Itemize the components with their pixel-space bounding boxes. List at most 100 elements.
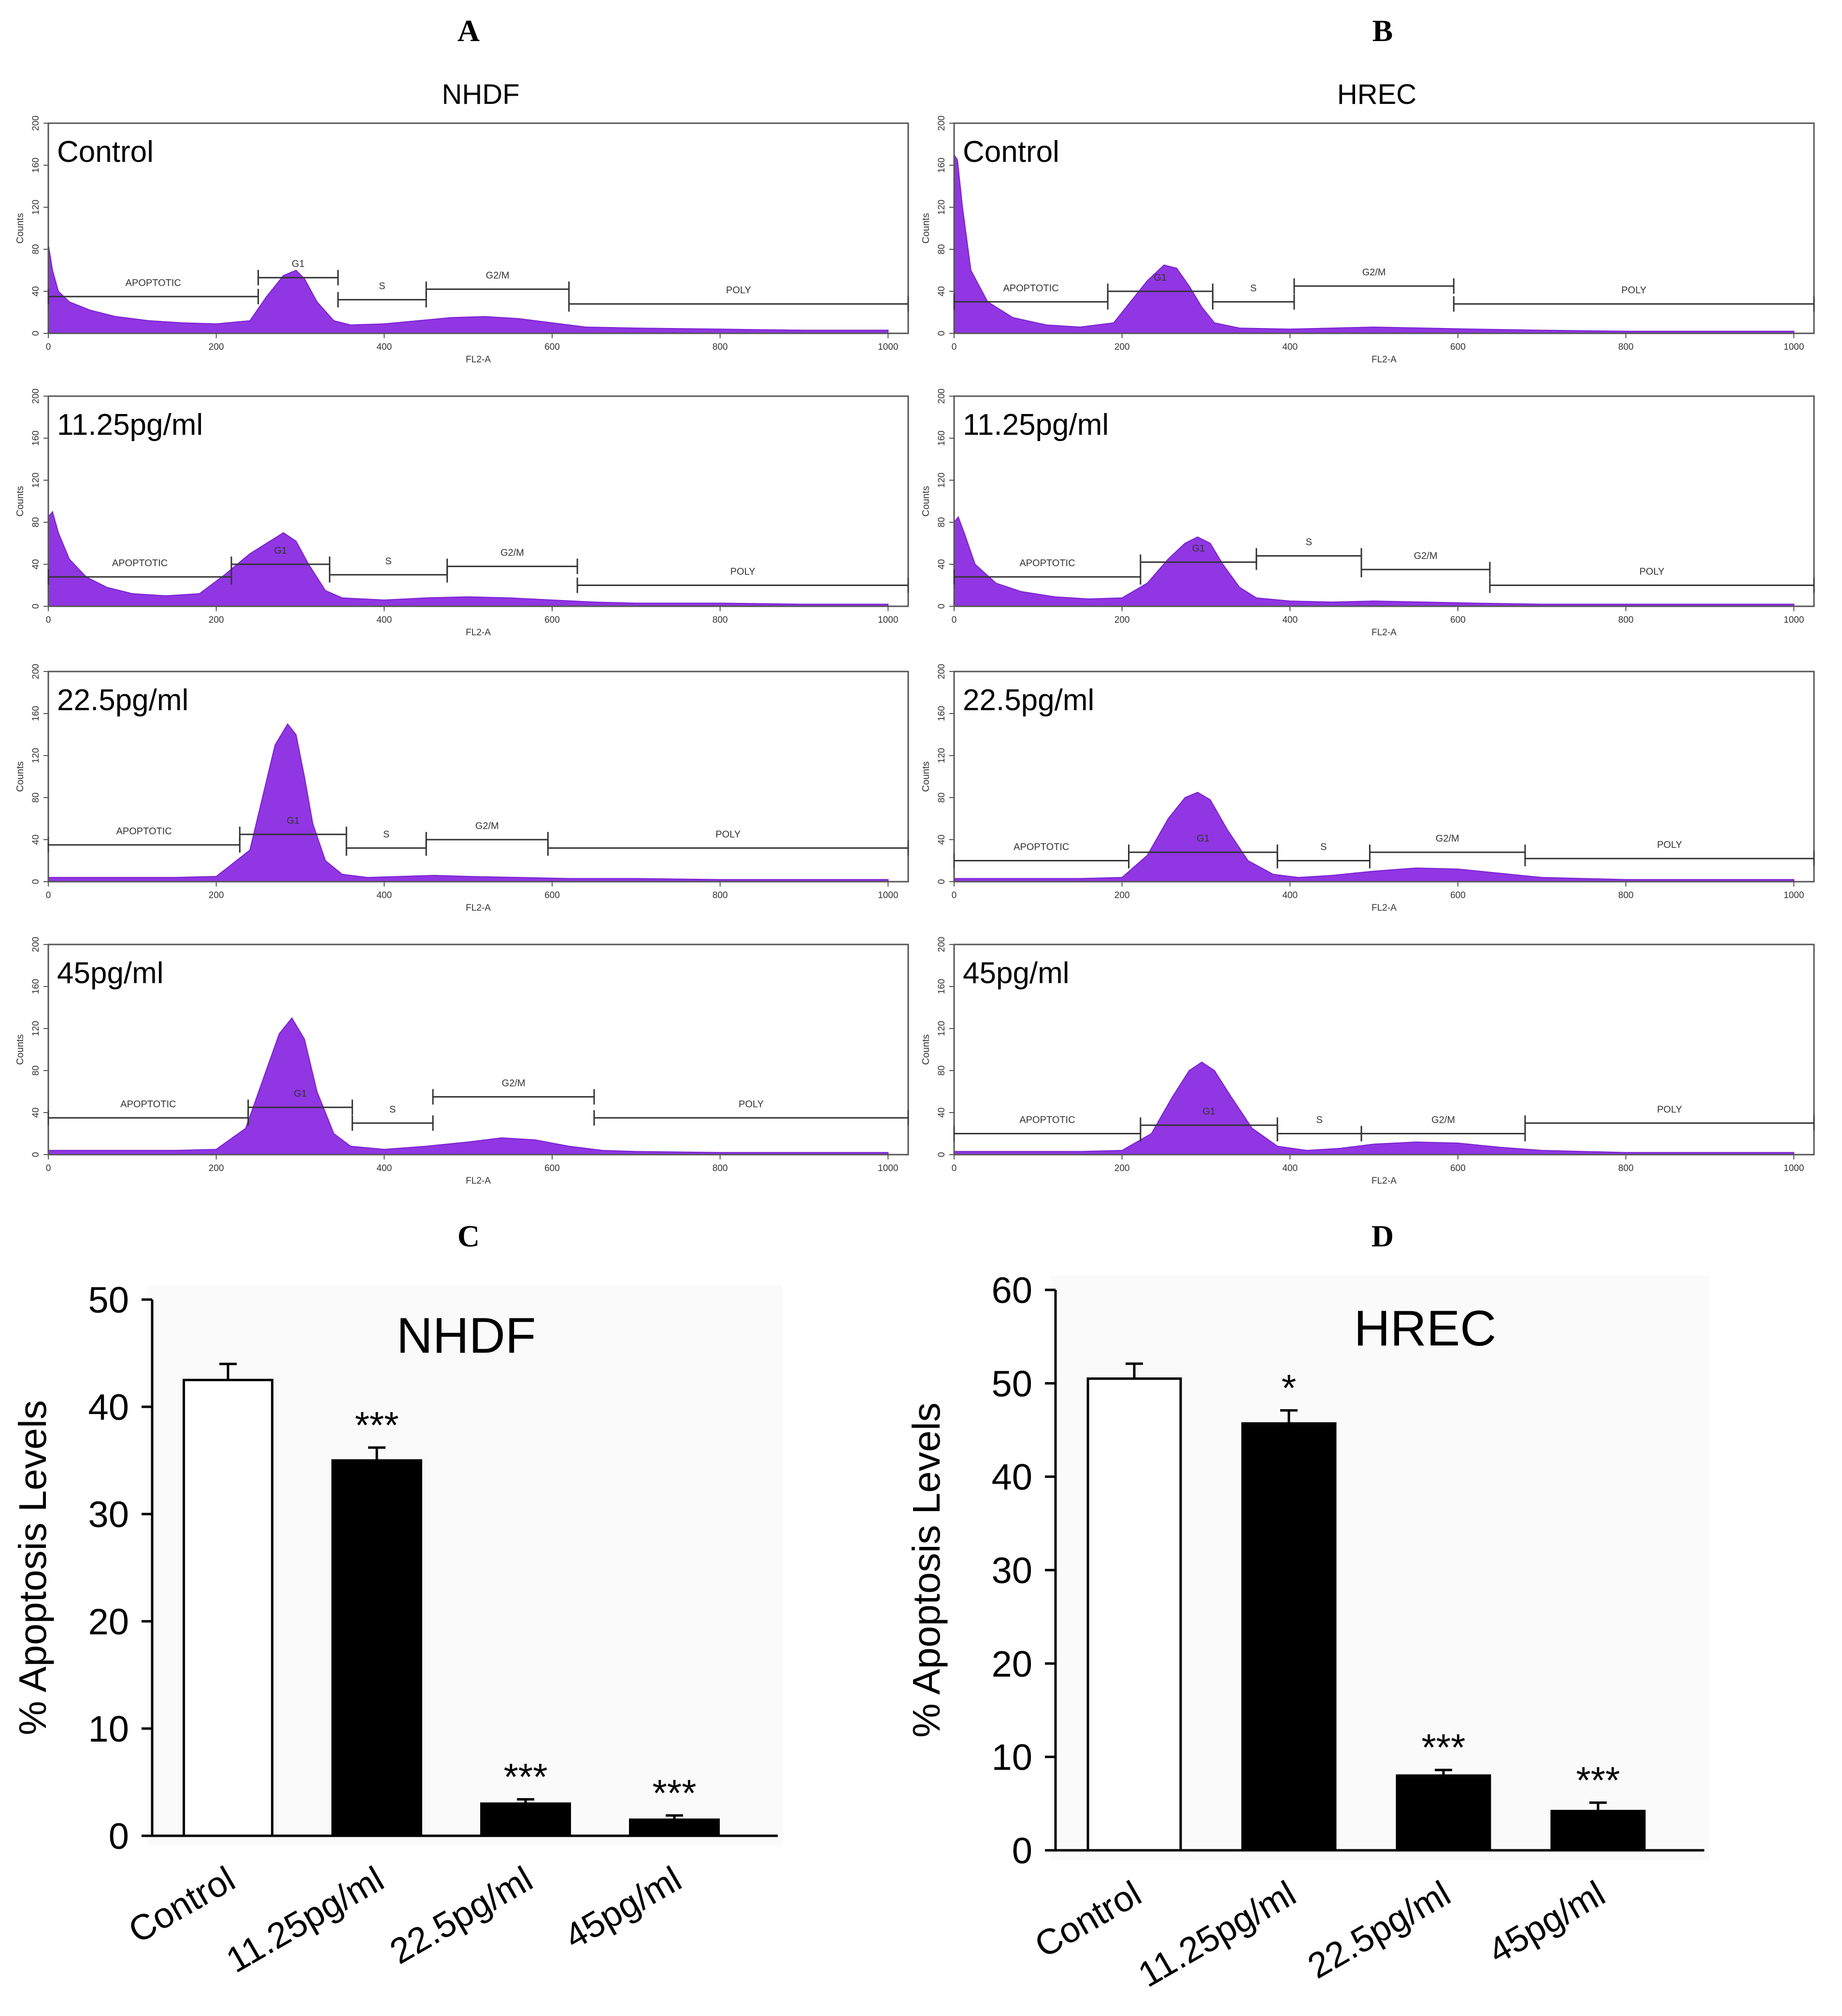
gate-s: S (1212, 283, 1295, 310)
y-tick-label: 200 (31, 937, 41, 952)
gate-label: G2/M (502, 1078, 526, 1088)
gate-g2m: G2/M (446, 547, 578, 574)
x-tick-label: 400 (1282, 615, 1298, 625)
x-tick-label: 1000 (878, 615, 898, 625)
category-label: 45pg/ml (1482, 1873, 1612, 1972)
gate-label: APOPTOTIC (116, 826, 172, 837)
gate-label: POLY (726, 285, 751, 296)
gate-label: S (379, 281, 385, 291)
x-tick-label: 600 (1450, 890, 1466, 901)
y-tick-label: 200 (937, 937, 947, 952)
plot-frame (47, 395, 909, 607)
category-label: 22.5pg/ml (1301, 1873, 1457, 1986)
condition-label: 22.5pg/ml (57, 684, 188, 717)
y-tick-label: 0 (31, 604, 41, 609)
gate-apoptotic: APOPTOTIC (47, 278, 259, 304)
histogram-b-3: APOPTOTIC G1 S G2/M POLY 45pg/ml 0 40 80 120 160 20… (921, 937, 1815, 1186)
gate-label: POLY (730, 567, 756, 577)
x-tick-label: 1000 (1784, 342, 1804, 352)
x-tick-label: 800 (713, 342, 728, 352)
gate-label: APOPTOTIC (1014, 842, 1069, 853)
x-axis-label: FL2-A (466, 1176, 491, 1186)
gate-apoptotic: APOPTOTIC (953, 558, 1142, 585)
gate-label: APOPTOTIC (126, 278, 181, 288)
gate-g1: G1 (257, 259, 339, 286)
y-tick-label: 30 (991, 1550, 1032, 1591)
y-tick-label: 40 (937, 559, 947, 569)
x-tick-label: 0 (46, 615, 51, 625)
y-tick-label: 200 (937, 115, 947, 131)
gate-label: S (1250, 283, 1257, 294)
bar-rect (183, 1379, 273, 1837)
gate-label: APOPTOTIC (1019, 558, 1075, 569)
histogram-fill (48, 1017, 889, 1155)
x-tick-label: 200 (209, 890, 224, 901)
x-tick-label: 400 (1282, 342, 1298, 352)
condition-label: 22.5pg/ml (963, 684, 1094, 717)
significance-marker: *** (1576, 1759, 1620, 1801)
x-tick-label: 1000 (1784, 615, 1804, 625)
x-tick-label: 600 (1450, 1163, 1466, 1173)
condition-label: 45pg/ml (57, 957, 164, 990)
gate-s: S (1276, 1115, 1362, 1142)
x-tick-label: 200 (1114, 1163, 1130, 1173)
plot-frame (953, 395, 1815, 607)
panel-letter-d: D (1371, 1219, 1394, 1253)
gate-label: POLY (1657, 1104, 1682, 1115)
y-tick-label: 40 (31, 834, 41, 844)
y-axis-label: Counts (921, 213, 931, 243)
x-tick-label: 0 (952, 1163, 957, 1173)
gate-label: S (389, 1104, 396, 1115)
gate-poly: POLY (547, 829, 909, 856)
significance-marker: * (1282, 1366, 1296, 1409)
gate-s: S (345, 829, 427, 856)
x-tick-label: 600 (544, 1163, 560, 1173)
bar-control: Control (122, 1362, 273, 1951)
x-tick-label: 0 (46, 1163, 51, 1173)
y-tick-label: 80 (937, 792, 947, 802)
x-tick-label: 800 (713, 1163, 728, 1173)
y-tick-label: 80 (937, 1065, 947, 1075)
histogram-a-2: APOPTOTIC G1 S G2/M POLY 22.5pg/ml 0 40 80 120 160… (15, 664, 909, 913)
y-tick-label: 40 (31, 286, 41, 296)
y-tick-label: 0 (31, 331, 41, 336)
gate-apoptotic: APOPTOTIC (47, 1099, 249, 1126)
y-tick-label: 80 (31, 792, 41, 802)
y-axis-label: Counts (15, 213, 26, 243)
gate-g2m: G2/M (1293, 267, 1455, 294)
chart-title: HREC (1354, 1301, 1497, 1357)
x-axis-label: FL2-A (466, 355, 491, 365)
y-tick-label: 40 (937, 286, 947, 296)
bar-rect (629, 1818, 720, 1837)
y-axis-label: Counts (921, 486, 931, 516)
gate-poly: POLY (576, 567, 909, 593)
gate-g2m: G2/M (1360, 1115, 1526, 1142)
gate-label: G2/M (1414, 551, 1438, 561)
gate-g1: G1 (247, 1088, 353, 1115)
gate-poly: POLY (568, 285, 909, 312)
category-label: 45pg/ml (558, 1859, 688, 1957)
bar-chart-c: NHDF 0 10 20 30 40 50 % Apoptosis Levels Control… (11, 1280, 783, 1980)
x-tick-label: 0 (46, 890, 51, 901)
x-axis-label: FL2-A (1371, 628, 1397, 638)
gate-label: S (385, 556, 391, 567)
x-tick-label: 0 (46, 342, 51, 352)
y-tick-label: 80 (31, 1065, 41, 1075)
gate-label: G1 (286, 815, 300, 826)
category-label: Control (122, 1859, 242, 1951)
y-tick-label: 40 (88, 1387, 129, 1428)
gate-g2m: G2/M (1369, 833, 1526, 860)
chart-title: NHDF (397, 1308, 536, 1364)
y-axis-label: Counts (15, 1034, 26, 1065)
histogram-b-0: APOPTOTIC G1 S G2/M POLY Control 0 40 80 120 160 20… (921, 115, 1815, 365)
y-tick-label: 40 (937, 834, 947, 844)
y-axis-label: Counts (921, 761, 931, 792)
gate-label: S (1316, 1115, 1322, 1126)
plot-frame (953, 671, 1815, 883)
histogram-fill (954, 1061, 1795, 1155)
gate-s: S (351, 1104, 434, 1131)
gate-label: APOPTOTIC (1019, 1115, 1075, 1126)
x-tick-label: 400 (1282, 1163, 1298, 1173)
plot-frame (47, 944, 909, 1156)
